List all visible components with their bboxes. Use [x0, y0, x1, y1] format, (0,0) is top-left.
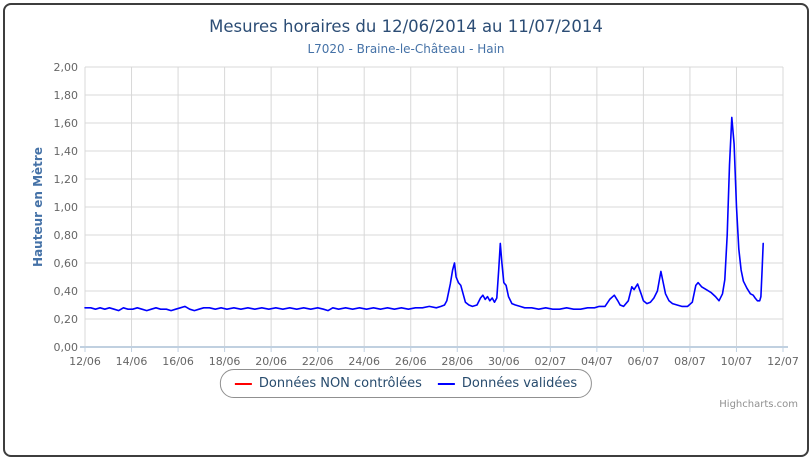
red-line-legend-symbol-icon: [234, 382, 252, 385]
y-tick-label: 0,00: [54, 341, 79, 354]
x-tick-label: 16/06: [162, 355, 194, 368]
highcharts-credits-link[interactable]: Highcharts.com: [719, 399, 798, 410]
y-tick-label: 1,60: [54, 117, 79, 130]
legend-label: Données validées: [461, 376, 578, 391]
x-tick-label: 30/06: [488, 355, 520, 368]
x-tick-label: 14/06: [116, 355, 148, 368]
x-tick-label: 20/06: [255, 355, 287, 368]
x-tick-label: 08/07: [674, 355, 706, 368]
x-tick-label: 02/07: [534, 355, 566, 368]
x-tick-label: 24/06: [348, 355, 380, 368]
y-tick-label: 0,40: [54, 285, 79, 298]
y-tick-label: 2,00: [54, 61, 79, 74]
chart-title: Mesures horaires du 12/06/2014 au 11/07/…: [209, 17, 603, 36]
chart-subtitle: L7020 - Braine-le-Château - Hain: [307, 42, 505, 56]
y-tick-label: 1,00: [54, 201, 79, 214]
x-tick-label: 06/07: [628, 355, 660, 368]
x-tick-label: 04/07: [581, 355, 613, 368]
legend: Données NON contrôlées Données validées: [219, 369, 593, 398]
y-tick-label: 0,60: [54, 257, 79, 270]
y-tick-label: 1,20: [54, 173, 79, 186]
x-tick-label: 12/06: [69, 355, 101, 368]
x-tick-label: 22/06: [302, 355, 334, 368]
x-tick-label: 26/06: [395, 355, 427, 368]
blue-line-legend-symbol-icon: [437, 382, 455, 385]
series-line-validees[interactable]: [84, 116, 764, 312]
y-tick-label: 1,80: [54, 89, 79, 102]
y-tick-label: 1,40: [54, 145, 79, 158]
x-tick-label: 18/06: [209, 355, 241, 368]
legend-label: Données NON contrôlées: [258, 376, 422, 391]
x-tick-label: 28/06: [441, 355, 473, 368]
y-tick-label: 0,80: [54, 229, 79, 242]
y-tick-label: 0,20: [54, 313, 79, 326]
legend-item-donnees-non-controlees[interactable]: Données NON contrôlées: [234, 376, 422, 391]
x-tick-label: 10/07: [721, 355, 753, 368]
x-tick-label: 12/07: [767, 355, 799, 368]
legend-item-donnees-validees[interactable]: Données validées: [437, 376, 578, 391]
